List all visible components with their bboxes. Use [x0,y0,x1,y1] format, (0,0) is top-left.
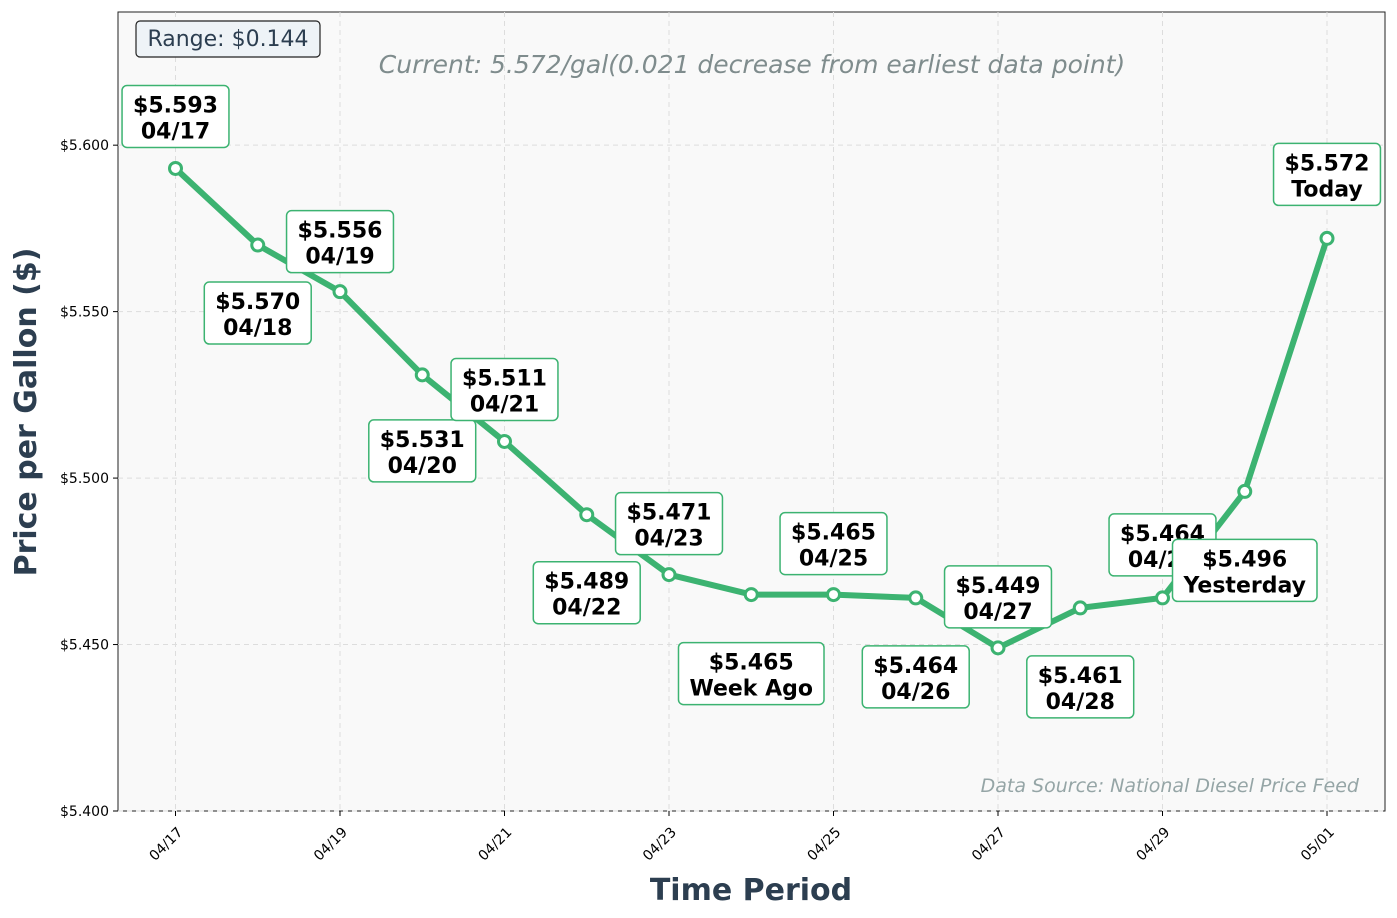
data-point [1237,483,1253,499]
svg-text:04/23: 04/23 [634,527,703,552]
y-tick-label: $5.600 [60,138,109,154]
x-tick-label: 04/23 [640,825,680,865]
svg-text:04/18: 04/18 [223,316,292,341]
chart-subtitle: Current: 5.572/gal(0.021 decrease from e… [379,50,1125,79]
x-tick-label: 04/21 [475,825,515,865]
y-tick-label: $5.400 [60,804,109,820]
svg-text:$5.572: $5.572 [1285,151,1370,176]
data-point [1319,230,1335,246]
svg-text:Today: Today [1291,177,1362,202]
data-point [908,590,924,606]
svg-text:$5.449: $5.449 [956,574,1041,599]
svg-text:$5.461: $5.461 [1038,664,1123,689]
svg-text:04/26: 04/26 [881,680,950,705]
y-axis: $5.400 $5.450 $5.500 $5.550 $5.600 [60,138,118,820]
svg-text:$5.496: $5.496 [1202,547,1287,572]
svg-text:Week Ago: Week Ago [689,677,813,702]
x-tick-label: 04/27 [969,825,1009,865]
x-axis-label: Time Period [650,873,852,908]
x-tick-label: 05/01 [1298,825,1338,865]
svg-text:$5.471: $5.471 [627,501,712,526]
data-point [990,640,1006,656]
svg-text:$5.570: $5.570 [215,290,300,315]
data-point [661,567,677,583]
svg-text:04/22: 04/22 [552,596,621,621]
data-point [1155,590,1170,606]
svg-text:$5.511: $5.511 [462,366,547,391]
svg-text:$5.556: $5.556 [298,219,383,244]
x-tick-label: 04/17 [146,825,186,865]
svg-text:04/20: 04/20 [388,454,457,479]
x-axis: 04/17 04/19 04/21 04/23 04/25 04/27 04/29 05/01 [146,811,1338,865]
y-axis-label: Price per Gallon ($) [9,248,44,577]
svg-text:04/28: 04/28 [1046,690,1115,715]
x-tick-label: 04/29 [1133,825,1173,865]
svg-text:04/25: 04/25 [799,547,868,572]
svg-text:$5.465: $5.465 [709,651,794,676]
x-tick-label: 04/19 [311,825,351,865]
source-note: Data Source: National Diesel Price Feed [981,775,1360,797]
svg-text:Yesterday: Yesterday [1183,573,1306,598]
y-tick-label: $5.450 [60,638,109,654]
range-box: Range: $0.144 [135,20,321,58]
data-point [826,587,841,603]
series-line [168,160,1335,656]
svg-text:$5.464: $5.464 [873,654,958,679]
svg-text:$5.593: $5.593 [133,93,218,118]
data-point [414,367,430,383]
svg-text:04/27: 04/27 [963,600,1032,625]
svg-text:$5.465: $5.465 [791,521,876,546]
svg-text:$5.489: $5.489 [544,570,629,595]
range-note: Range: $0.144 [147,27,308,52]
y-tick-label: $5.500 [60,471,109,487]
svg-text:04/19: 04/19 [305,245,374,270]
data-point [497,433,512,449]
data-point [579,507,595,523]
data-point [168,160,183,176]
point-annotations: $5.59304/17$5.57004/18$5.55604/19$5.5310… [121,84,1382,719]
data-point [332,284,348,300]
x-tick-label: 04/25 [804,825,844,865]
data-point [250,237,266,253]
y-tick-label: $5.550 [60,305,109,321]
data-point [1072,600,1088,616]
svg-text:$5.531: $5.531 [380,428,465,453]
svg-text:04/17: 04/17 [141,119,210,144]
data-point [743,587,759,603]
svg-text:04/21: 04/21 [470,392,539,417]
